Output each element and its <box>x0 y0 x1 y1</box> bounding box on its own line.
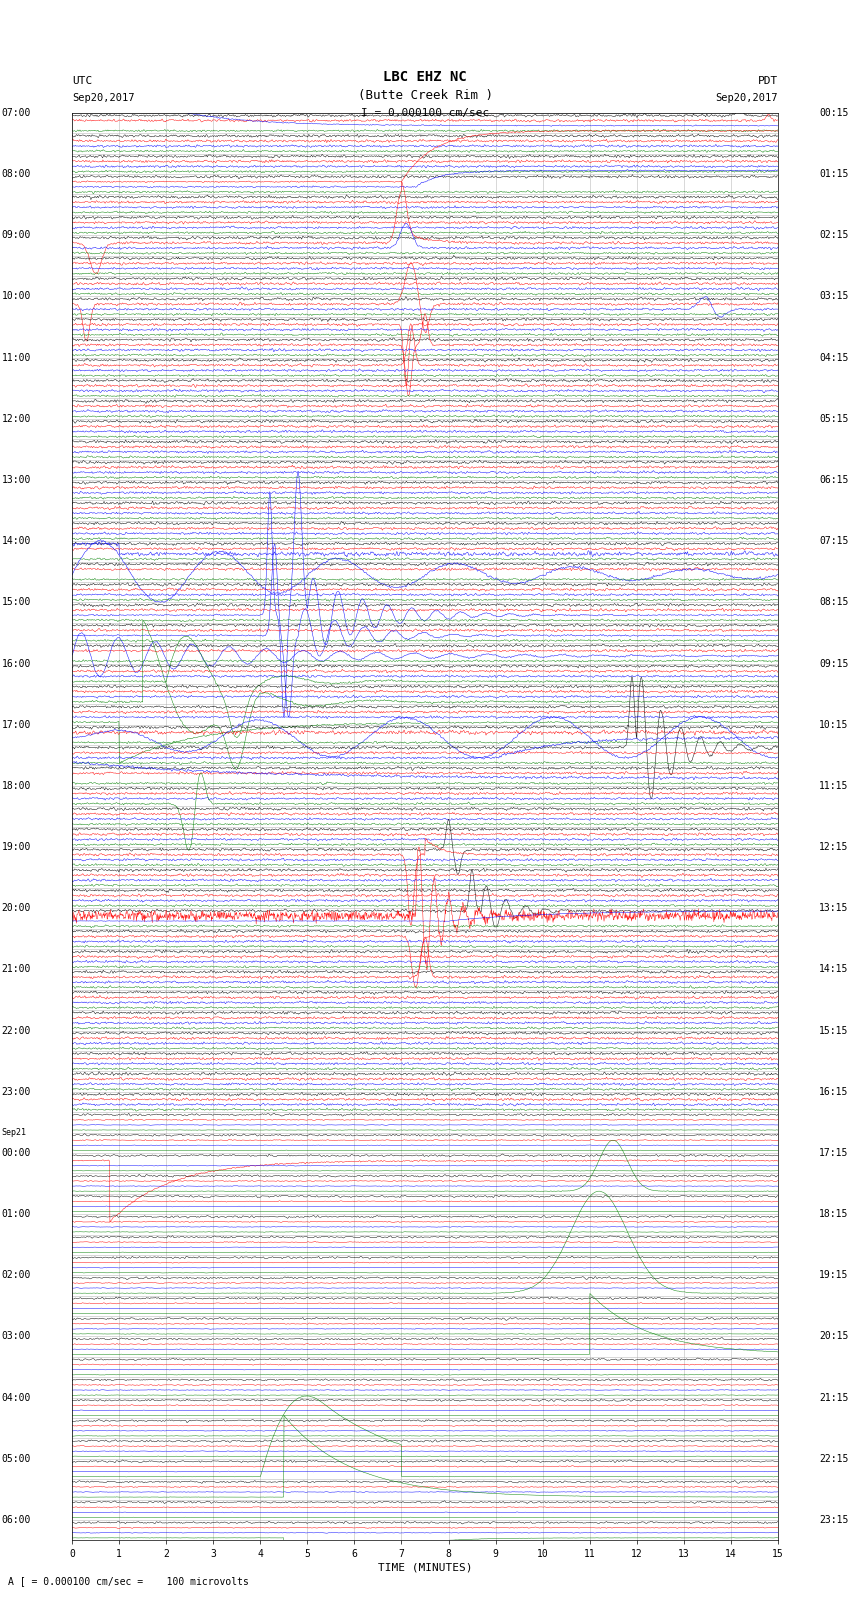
Text: I = 0.000100 cm/sec: I = 0.000100 cm/sec <box>361 108 489 118</box>
Text: A [ = 0.000100 cm/sec =    100 microvolts: A [ = 0.000100 cm/sec = 100 microvolts <box>8 1576 249 1586</box>
Text: 03:00: 03:00 <box>2 1331 31 1342</box>
Text: 19:15: 19:15 <box>819 1271 848 1281</box>
Text: 12:15: 12:15 <box>819 842 848 852</box>
Text: PDT: PDT <box>757 76 778 85</box>
Text: 19:00: 19:00 <box>2 842 31 852</box>
Text: 09:00: 09:00 <box>2 231 31 240</box>
Text: Sep20,2017: Sep20,2017 <box>715 94 778 103</box>
Text: 02:00: 02:00 <box>2 1271 31 1281</box>
Text: 04:00: 04:00 <box>2 1392 31 1403</box>
Text: 03:15: 03:15 <box>819 292 848 302</box>
Text: 21:15: 21:15 <box>819 1392 848 1403</box>
Text: 22:00: 22:00 <box>2 1026 31 1036</box>
Text: 17:15: 17:15 <box>819 1148 848 1158</box>
Text: 02:15: 02:15 <box>819 231 848 240</box>
Text: 06:00: 06:00 <box>2 1515 31 1524</box>
Text: 07:15: 07:15 <box>819 536 848 547</box>
Text: 14:00: 14:00 <box>2 536 31 547</box>
Text: 11:00: 11:00 <box>2 353 31 363</box>
Text: 04:15: 04:15 <box>819 353 848 363</box>
Text: 05:15: 05:15 <box>819 415 848 424</box>
Text: 00:00: 00:00 <box>2 1148 31 1158</box>
Text: 05:00: 05:00 <box>2 1453 31 1465</box>
Text: 08:00: 08:00 <box>2 169 31 179</box>
Text: 15:00: 15:00 <box>2 597 31 608</box>
Text: 08:15: 08:15 <box>819 597 848 608</box>
Text: 20:00: 20:00 <box>2 903 31 913</box>
Text: 21:00: 21:00 <box>2 965 31 974</box>
Text: 07:00: 07:00 <box>2 108 31 118</box>
Text: 13:15: 13:15 <box>819 903 848 913</box>
Text: LBC EHZ NC: LBC EHZ NC <box>383 71 467 84</box>
Text: 16:15: 16:15 <box>819 1087 848 1097</box>
Text: UTC: UTC <box>72 76 93 85</box>
Text: 14:15: 14:15 <box>819 965 848 974</box>
Text: 15:15: 15:15 <box>819 1026 848 1036</box>
Text: 18:00: 18:00 <box>2 781 31 790</box>
Text: 12:00: 12:00 <box>2 415 31 424</box>
Text: 18:15: 18:15 <box>819 1210 848 1219</box>
Text: 23:15: 23:15 <box>819 1515 848 1524</box>
Text: 00:15: 00:15 <box>819 108 848 118</box>
Text: 22:15: 22:15 <box>819 1453 848 1465</box>
Text: Sep21: Sep21 <box>2 1127 26 1137</box>
Text: 01:00: 01:00 <box>2 1210 31 1219</box>
Text: 13:00: 13:00 <box>2 474 31 486</box>
Text: 09:15: 09:15 <box>819 658 848 668</box>
Text: 10:00: 10:00 <box>2 292 31 302</box>
Text: 23:00: 23:00 <box>2 1087 31 1097</box>
X-axis label: TIME (MINUTES): TIME (MINUTES) <box>377 1563 473 1573</box>
Text: Sep20,2017: Sep20,2017 <box>72 94 135 103</box>
Text: 16:00: 16:00 <box>2 658 31 668</box>
Text: 10:15: 10:15 <box>819 719 848 729</box>
Text: 06:15: 06:15 <box>819 474 848 486</box>
Text: 01:15: 01:15 <box>819 169 848 179</box>
Text: (Butte Creek Rim ): (Butte Creek Rim ) <box>358 89 492 102</box>
Text: 17:00: 17:00 <box>2 719 31 729</box>
Text: 11:15: 11:15 <box>819 781 848 790</box>
Text: 20:15: 20:15 <box>819 1331 848 1342</box>
